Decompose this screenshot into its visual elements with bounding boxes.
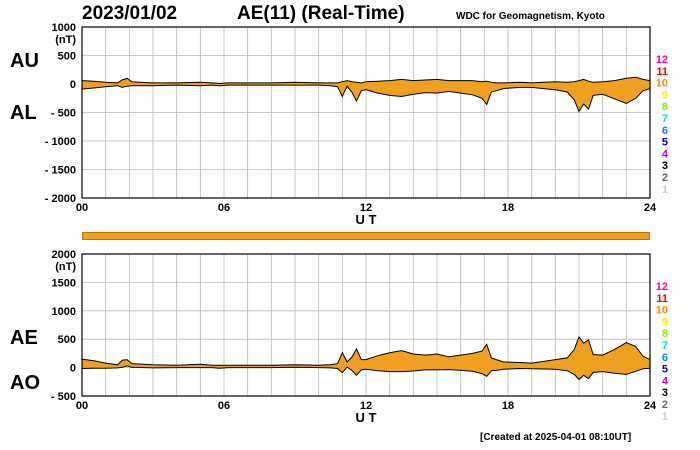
ao-label: AO bbox=[10, 372, 40, 394]
legend-number: 1 bbox=[662, 184, 668, 196]
legend-number: 9 bbox=[662, 316, 668, 328]
y-axis-unit-label: (nT) bbox=[55, 261, 76, 273]
data-availability-bar bbox=[82, 232, 650, 240]
au-series-line bbox=[81, 76, 651, 84]
x-tick-label: 24 bbox=[644, 400, 657, 412]
ae-ao-chart-panel: 2000 1500 1000 500 0 - 500 (nT) 00 06 12 18 24 U T bbox=[51, 249, 657, 425]
legend-number: 8 bbox=[662, 328, 668, 340]
created-timestamp: [Created at 2025-04-01 08:10UT] bbox=[480, 432, 632, 443]
x-tick-label: 00 bbox=[76, 400, 88, 412]
legend-number: 2 bbox=[662, 399, 668, 411]
legend-number: 10 bbox=[656, 78, 668, 90]
au-al-area-fill bbox=[82, 77, 650, 112]
legend-number: 9 bbox=[662, 89, 668, 101]
au-al-chart-panel: 1000 500 0 - 500 - 1000 - 1500 - 2000 (nT) 00 06 1… bbox=[45, 22, 657, 227]
ae-series-line bbox=[81, 335, 651, 366]
ae-label: AE bbox=[10, 327, 38, 349]
legend-number: 3 bbox=[662, 160, 668, 172]
legend-number: 11 bbox=[656, 66, 668, 78]
y-tick-label: 2000 bbox=[52, 249, 76, 261]
al-series-line bbox=[81, 84, 651, 113]
legend-number: 1 bbox=[662, 411, 668, 423]
legend-number: 5 bbox=[662, 137, 668, 149]
legend-number: 10 bbox=[656, 305, 668, 317]
x-tick-label: 00 bbox=[76, 202, 88, 214]
au-al-plot-frame bbox=[81, 26, 651, 199]
x-tick-label: 24 bbox=[644, 202, 657, 214]
legend-number: 4 bbox=[662, 375, 669, 387]
y-axis-unit-label: (nT) bbox=[55, 34, 76, 46]
legend-number: 12 bbox=[656, 54, 668, 66]
legend-number: 3 bbox=[662, 387, 668, 399]
x-axis-label: U T bbox=[356, 410, 377, 425]
ao-series-line bbox=[81, 365, 651, 381]
x-tick-label: 18 bbox=[502, 202, 514, 214]
y-tick-label: 1000 bbox=[52, 22, 76, 34]
legend-number: 6 bbox=[662, 125, 668, 137]
y-tick-label: - 2000 bbox=[45, 193, 76, 205]
x-tick-label: 12 bbox=[360, 202, 372, 214]
legend-number: 7 bbox=[662, 340, 668, 352]
legend-number: 6 bbox=[662, 352, 668, 364]
legend-number: 7 bbox=[662, 113, 668, 125]
x-tick-label: 12 bbox=[360, 400, 372, 412]
y-tick-label: 1000 bbox=[52, 306, 76, 318]
legend-number: 11 bbox=[656, 293, 668, 305]
y-tick-label: - 1500 bbox=[45, 165, 76, 177]
y-tick-label: 0 bbox=[70, 79, 76, 91]
y-tick-label: - 500 bbox=[51, 108, 76, 120]
legend-number: 8 bbox=[662, 101, 668, 113]
x-tick-label: 06 bbox=[218, 202, 230, 214]
ae-ao-plot-frame bbox=[81, 253, 651, 397]
y-tick-label: - 500 bbox=[51, 391, 76, 403]
al-label: AL bbox=[10, 102, 37, 124]
y-tick-label: - 1000 bbox=[45, 136, 76, 148]
au-label: AU bbox=[10, 50, 39, 72]
chart-title: AE(11) (Real-Time) bbox=[237, 3, 405, 24]
date-title: 2023/01/02 bbox=[82, 3, 178, 24]
y-tick-label: 500 bbox=[58, 334, 76, 346]
y-tick-label: 1500 bbox=[52, 277, 76, 289]
x-tick-label: 18 bbox=[502, 400, 514, 412]
legend-number: 4 bbox=[662, 148, 669, 160]
data-source-label: WDC for Geomagnetism, Kyoto bbox=[456, 11, 605, 22]
legend-number: 12 bbox=[656, 281, 668, 293]
legend-number: 5 bbox=[662, 364, 668, 376]
y-tick-label: 500 bbox=[58, 51, 76, 63]
x-axis-label: U T bbox=[356, 212, 377, 227]
x-tick-label: 06 bbox=[218, 400, 230, 412]
y-tick-label: 0 bbox=[70, 363, 76, 375]
legend-number: 2 bbox=[662, 172, 668, 184]
